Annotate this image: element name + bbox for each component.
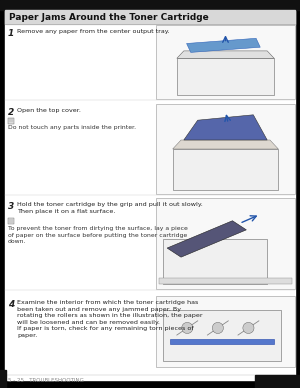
Bar (0, 370, 6, 388)
Polygon shape (163, 239, 267, 284)
Text: 4: 4 (8, 300, 14, 309)
Text: To prevent the toner from dirtying the surface, lay a piece
of paper on the surf: To prevent the toner from dirtying the s… (8, 226, 188, 244)
Text: Examine the interior from which the toner cartridge has
been taken out and remov: Examine the interior from which the tone… (17, 300, 202, 338)
Polygon shape (163, 310, 281, 361)
Polygon shape (173, 149, 278, 189)
Text: 3: 3 (8, 202, 14, 211)
Polygon shape (167, 221, 246, 257)
Bar (255, 375, 300, 388)
Bar (156, 198, 295, 289)
Polygon shape (177, 51, 274, 58)
Bar (8, 118, 14, 123)
Bar (156, 296, 295, 367)
Bar (156, 25, 295, 99)
Text: Do not touch any parts inside the printer.: Do not touch any parts inside the printe… (8, 125, 136, 130)
Bar (0, 0, 300, 10)
Polygon shape (173, 140, 278, 149)
Bar (8, 218, 14, 224)
Polygon shape (177, 58, 274, 95)
Bar (170, 339, 274, 344)
Text: 5 - 25   TROUBLESHOOTING: 5 - 25 TROUBLESHOOTING (8, 378, 84, 383)
Bar (5, 10, 295, 24)
Bar (156, 104, 295, 194)
Circle shape (243, 322, 254, 334)
Text: Paper Jams Around the Toner Cartridge: Paper Jams Around the Toner Cartridge (9, 12, 209, 21)
Polygon shape (187, 38, 260, 52)
Text: Hold the toner cartridge by the grip and pull it out slowly.
Then place it on a : Hold the toner cartridge by the grip and… (17, 202, 203, 214)
Circle shape (182, 322, 193, 334)
Text: Open the top cover.: Open the top cover. (17, 108, 81, 113)
Circle shape (212, 322, 224, 334)
Text: 2: 2 (8, 108, 14, 117)
Bar (159, 278, 292, 284)
Polygon shape (184, 115, 267, 140)
Text: Remove any paper from the center output tray.: Remove any paper from the center output … (17, 29, 169, 34)
Text: 1: 1 (8, 29, 14, 38)
